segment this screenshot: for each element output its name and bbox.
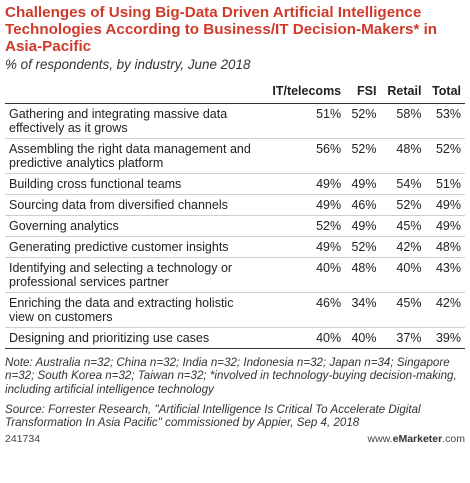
table-cell: 49%: [263, 236, 346, 258]
table-cell: 45%: [380, 215, 426, 237]
table-cell: 52%: [345, 138, 381, 174]
table-cell: 49%: [345, 215, 381, 237]
table-cell: 54%: [380, 173, 426, 195]
table-cell: 40%: [263, 257, 346, 293]
table-row: Identifying and selecting a technology o…: [5, 257, 465, 293]
table-cell: 56%: [263, 138, 346, 174]
table-cell: 40%: [263, 327, 346, 349]
emarketer-logo: www.eMarketer.com: [368, 433, 465, 445]
row-label: Generating predictive customer insights: [5, 236, 263, 258]
table-row: Sourcing data from diversified channels 4…: [5, 194, 465, 216]
table-row: Governing analytics 52% 49% 45% 49%: [5, 215, 465, 237]
chart-id: 241734: [5, 433, 41, 446]
column-header-retail: Retail: [380, 81, 426, 104]
row-label: Identifying and selecting a technology o…: [5, 257, 263, 293]
brand-prefix: www.: [367, 433, 393, 446]
table-cell: 49%: [345, 173, 381, 195]
table-cell: 52%: [425, 138, 465, 174]
table-row: Gathering and integrating massive data e…: [5, 103, 465, 139]
brand-suffix: .com: [442, 433, 465, 446]
chart-subtitle: % of respondents, by industry, June 2018: [5, 57, 251, 72]
source-text: Source: Forrester Research, "Artificial …: [5, 402, 421, 430]
table-cell: 52%: [263, 215, 346, 237]
table-cell: 46%: [345, 194, 381, 216]
data-table: IT/telecoms FSI Retail Total Gathering a…: [5, 81, 465, 349]
table-cell: 49%: [425, 215, 465, 237]
table-cell: 52%: [345, 236, 381, 258]
table-cell: 37%: [380, 327, 426, 349]
table-cell: 39%: [425, 327, 465, 349]
row-label: Sourcing data from diversified channels: [5, 194, 263, 216]
column-header-it-telecoms: IT/telecoms: [263, 81, 346, 104]
table-cell: 42%: [380, 236, 426, 258]
table-cell: 40%: [380, 257, 426, 293]
table-cell: 48%: [380, 138, 426, 174]
row-label: Designing and prioritizing use cases: [5, 327, 263, 349]
table-cell: 46%: [263, 292, 346, 328]
row-label: Assembling the right data management and…: [5, 138, 263, 174]
table-body: Gathering and integrating massive data e…: [5, 103, 465, 349]
footer: 241734 www.eMarketer.com: [5, 433, 465, 445]
row-label: Building cross functional teams: [5, 173, 263, 195]
header-blank: [5, 81, 263, 104]
table-cell: 58%: [380, 103, 426, 139]
table-row: Building cross functional teams 49% 49% 54%…: [5, 173, 465, 195]
brand-name: eMarketer: [392, 433, 443, 446]
table-cell: 48%: [425, 236, 465, 258]
table-cell: 42%: [425, 292, 465, 328]
header-row: IT/telecoms FSI Retail Total: [5, 81, 465, 104]
table-cell: 52%: [380, 194, 426, 216]
row-label: Gathering and integrating massive data e…: [5, 103, 263, 139]
column-header-total: Total: [425, 81, 465, 104]
table-cell: 34%: [345, 292, 381, 328]
table-cell: 49%: [425, 194, 465, 216]
table-cell: 52%: [345, 103, 381, 139]
note-text: Note: Australia n=32; China n=32; India …: [5, 356, 457, 396]
column-header-fsi: FSI: [345, 81, 381, 104]
chart-container: Challenges of Using Big-Data Driven Arti…: [5, 4, 465, 445]
table-row: Enriching the data and extracting holist…: [5, 292, 465, 328]
table-cell: 40%: [345, 327, 381, 349]
table-row: Generating predictive customer insights 4…: [5, 236, 465, 258]
table-cell: 51%: [263, 103, 346, 139]
table-cell: 49%: [263, 194, 346, 216]
table-cell: 43%: [425, 257, 465, 293]
table-row: Assembling the right data management and…: [5, 138, 465, 174]
table-cell: 53%: [425, 103, 465, 139]
table-cell: 49%: [263, 173, 346, 195]
row-label: Enriching the data and extracting holist…: [5, 292, 263, 328]
table-row: Designing and prioritizing use cases 40% 4…: [5, 327, 465, 349]
table-cell: 51%: [425, 173, 465, 195]
table-cell: 48%: [345, 257, 381, 293]
chart-title: Challenges of Using Big-Data Driven Arti…: [5, 4, 438, 55]
row-label: Governing analytics: [5, 215, 263, 237]
table-cell: 45%: [380, 292, 426, 328]
